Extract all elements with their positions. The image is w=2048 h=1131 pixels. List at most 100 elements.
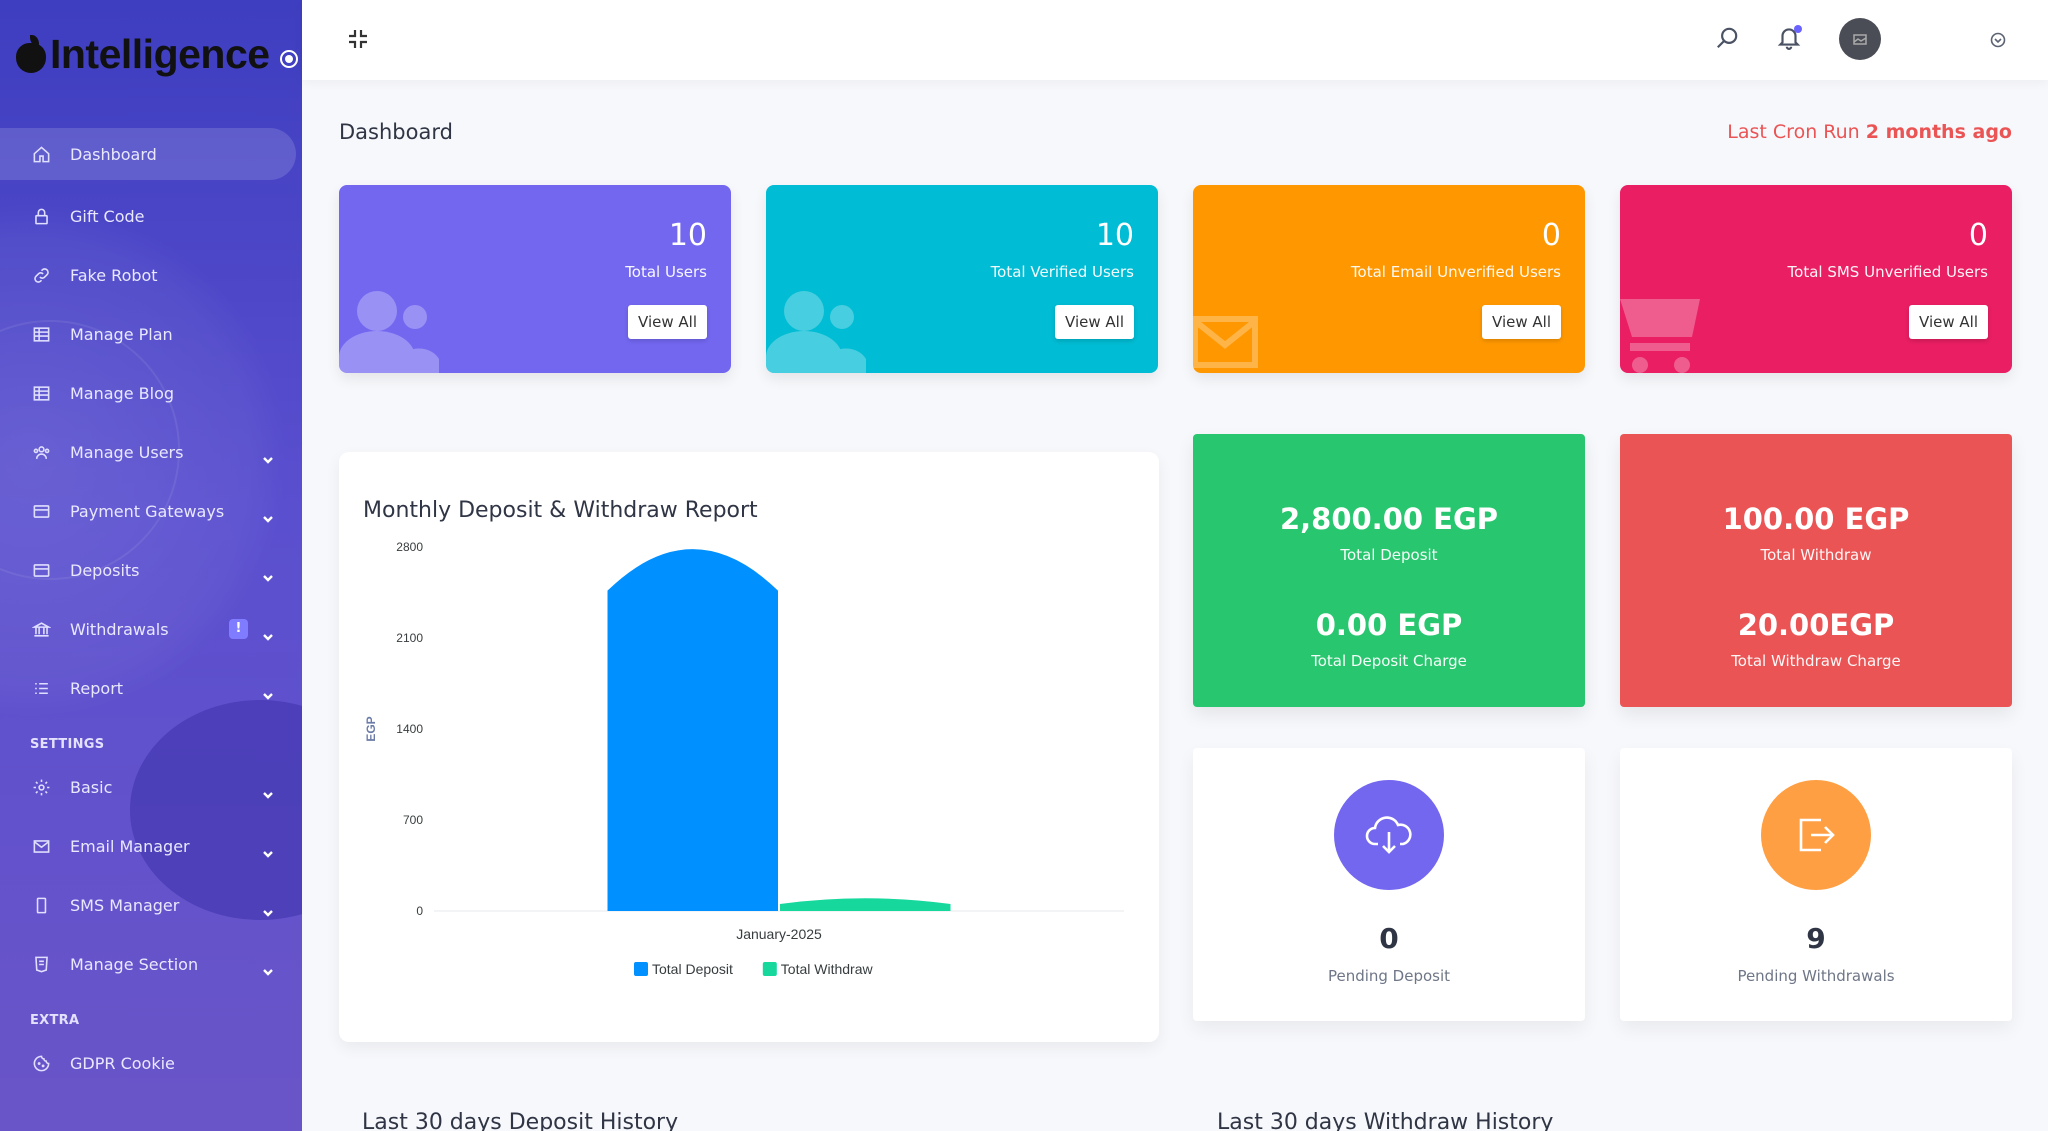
stat-value: 0: [1968, 218, 1988, 253]
sidebar-item-label: Fake Robot: [70, 266, 158, 285]
sidebar-item-label: Basic: [70, 778, 113, 797]
stat-value: 10: [668, 218, 707, 253]
sidebar-item-sms-manager[interactable]: SMS Manager: [0, 876, 302, 935]
view-all-button[interactable]: View All: [628, 305, 707, 339]
y-tick-label: 2100: [396, 631, 423, 645]
sidebar-item-withdrawals[interactable]: Withdrawals !: [0, 600, 302, 659]
list-icon: [30, 678, 52, 700]
pending-deposit-card[interactable]: 0 Pending Deposit: [1193, 748, 1585, 1021]
pending-withdrawals-card[interactable]: 9 Pending Withdrawals: [1620, 748, 2012, 1021]
pending-deposit-value: 0: [1379, 922, 1399, 955]
card-icon: [30, 560, 52, 582]
sidebar-item-label: Email Manager: [70, 837, 190, 856]
sidebar-item-basic[interactable]: Basic: [0, 758, 302, 817]
envelope-icon: [1193, 316, 1258, 368]
view-all-button[interactable]: View All: [1909, 305, 1988, 339]
chevron-down-icon: [262, 509, 273, 523]
table-icon: [30, 324, 52, 346]
bar-total-withdraw: [780, 898, 951, 911]
sidebar-item-label: Gift Code: [70, 207, 145, 226]
mail-icon: [30, 836, 52, 858]
chevron-down-icon: [262, 627, 273, 641]
page-title: Dashboard: [339, 120, 453, 144]
topbar: [302, 0, 2048, 80]
total-users-card: 10 Total Users View All: [339, 185, 731, 373]
legend-marker: [634, 962, 648, 976]
y-tick-label: 1400: [396, 722, 423, 736]
stat-label: Total Users: [625, 263, 707, 281]
html-icon: [30, 954, 52, 976]
notification-dot: [1794, 25, 1802, 33]
sidebar-item-manage-plan[interactable]: Manage Plan: [0, 305, 302, 364]
bar-total-deposit: [607, 549, 778, 911]
y-tick-label: 0: [416, 904, 423, 918]
search-icon[interactable]: [1714, 25, 1742, 53]
stat-label: Total Email Unverified Users: [1350, 263, 1561, 281]
y-tick-label: 700: [403, 813, 423, 827]
extra-section-label: EXTRA: [30, 1013, 80, 1028]
sidebar-item-label: Manage Users: [70, 443, 184, 462]
avatar[interactable]: [1839, 18, 1881, 60]
chevron-down-icon: [262, 568, 273, 582]
sidebar-item-manage-blog[interactable]: Manage Blog: [0, 364, 302, 423]
users-icon: [30, 442, 52, 464]
stat-value: 0: [1541, 218, 1561, 253]
cart-icon: [1620, 299, 1700, 373]
total-verified-users-card: 10 Total Verified Users View All: [766, 185, 1158, 373]
chevron-down-icon: [262, 962, 273, 976]
table-icon: [30, 383, 52, 405]
sidebar-nav: Dashboard Gift Code Fake Robot Manage Pl…: [0, 128, 302, 1093]
legend-marker: [762, 962, 777, 976]
cron-label: Last Cron Run: [1727, 121, 1860, 143]
stat-label: Total Verified Users: [990, 263, 1134, 281]
legend-label: Total Deposit: [652, 961, 733, 977]
stat-value: 10: [1095, 218, 1134, 253]
collapse-icon[interactable]: [346, 27, 370, 51]
main-content: Dashboard Last Cron Run 2 months ago 10 …: [302, 80, 2048, 1131]
pending-withdrawals-value: 9: [1806, 922, 1826, 955]
sidebar-item-label: SMS Manager: [70, 896, 180, 915]
settings-section-label: SETTINGS: [30, 737, 105, 752]
x-tick-label: January-2025: [736, 926, 822, 942]
y-axis-label: EGP: [364, 716, 378, 741]
chevron-down-circle-icon[interactable]: [1990, 32, 2006, 48]
sidebar-item-report[interactable]: Report: [0, 659, 302, 718]
bank-icon: [30, 619, 52, 641]
sidebar-item-label: Payment Gateways: [70, 502, 225, 521]
withdraw-charge-label: Total Withdraw Charge: [1731, 652, 1901, 670]
sidebar-item-label: GDPR Cookie: [70, 1054, 175, 1073]
sidebar-item-manage-users[interactable]: Manage Users: [0, 423, 302, 482]
sidebar-toggle-icon[interactable]: [279, 50, 298, 68]
sidebar-item-label: Dashboard: [70, 144, 157, 164]
phone-icon: [30, 895, 52, 917]
sidebar-item-gift-code[interactable]: Gift Code: [0, 187, 302, 246]
link-icon: [30, 265, 52, 287]
total-withdraw-card: 100.00 EGP Total Withdraw 20.00EGP Total…: [1620, 434, 2012, 707]
sign-out-icon: [1761, 780, 1871, 890]
chevron-down-icon: [262, 686, 273, 700]
total-deposit-label: Total Deposit: [1340, 546, 1438, 564]
sidebar-item-payment-gateways[interactable]: Payment Gateways: [0, 482, 302, 541]
chevron-down-icon: [262, 903, 273, 917]
sidebar-item-manage-section[interactable]: Manage Section: [0, 935, 302, 994]
sidebar-item-label: Manage Blog: [70, 384, 175, 403]
sidebar-item-dashboard[interactable]: Dashboard: [0, 128, 296, 180]
sidebar: Intelligence Dashboard Gift Code Fake Ro…: [0, 0, 302, 1131]
deposit-withdraw-chart-card: Monthly Deposit & Withdraw Report 0 700 14…: [339, 452, 1159, 1042]
brand-logo[interactable]: Intelligence: [14, 24, 298, 84]
cron-status: Last Cron Run 2 months ago: [1727, 121, 2012, 143]
sidebar-item-fake-robot[interactable]: Fake Robot: [0, 246, 302, 305]
sidebar-item-gdpr-cookie[interactable]: GDPR Cookie: [0, 1034, 302, 1093]
bell-icon[interactable]: [1776, 24, 1804, 52]
deposit-history-title: Last 30 days Deposit History: [362, 1110, 679, 1131]
apple-logo-icon: [14, 35, 48, 73]
view-all-button[interactable]: View All: [1482, 305, 1561, 339]
withdraw-history-title: Last 30 days Withdraw History: [1217, 1110, 1554, 1131]
sidebar-item-email-manager[interactable]: Email Manager: [0, 817, 302, 876]
cron-value: 2 months ago: [1865, 121, 2012, 143]
sidebar-item-deposits[interactable]: Deposits: [0, 541, 302, 600]
sidebar-item-label: Deposits: [70, 561, 140, 580]
view-all-button[interactable]: View All: [1055, 305, 1134, 339]
users-icon: [766, 291, 866, 373]
lock-icon: [30, 206, 52, 228]
